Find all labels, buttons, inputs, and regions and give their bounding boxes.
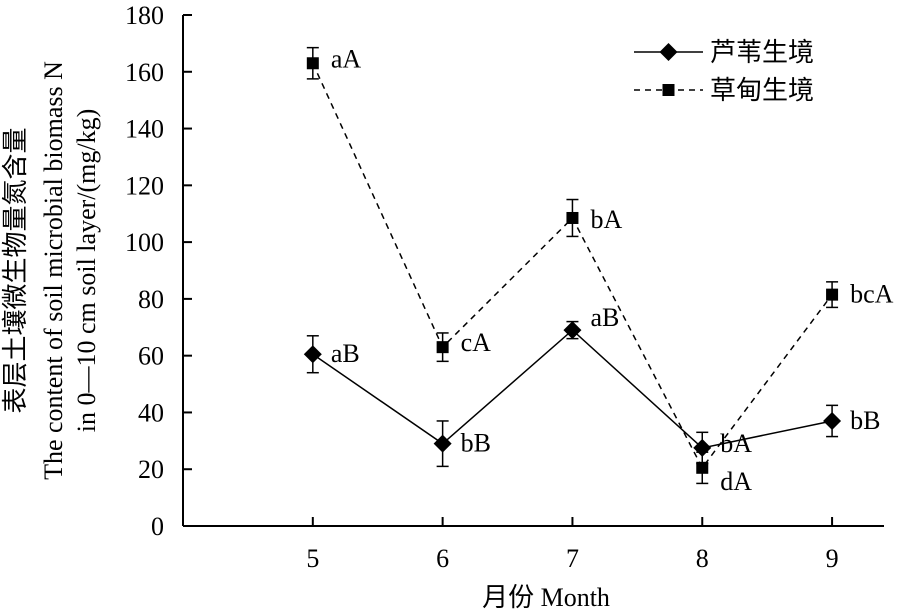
legend-marker [662,84,675,96]
data-label: bA [720,429,752,458]
data-point [566,211,579,224]
series-line [312,329,833,449]
y-axis-title-line: The content of soil microbial biomass N [39,61,68,480]
data-label: aA [331,44,362,73]
y-tick-label: 140 [125,115,164,144]
x-tick-label: 5 [306,544,319,573]
y-axis-title-line: in 0—10 cm soil layer/(mg/kg) [72,109,101,433]
legend-label: 草甸生境 [710,76,814,105]
y-tick-label: 80 [138,285,164,314]
series-2: aA cA bA dA bcA [306,44,894,496]
legend-marker [659,43,678,61]
x-axis-title: 月份 Month [482,583,610,612]
x-tick-label: 8 [696,544,709,573]
data-label: bA [590,205,622,234]
data-label: dA [720,467,752,496]
x-tick-label: 7 [566,544,579,573]
data-point [306,57,319,70]
y-tick-label: 180 [125,1,164,30]
y-tick-label: 100 [125,228,164,257]
data-label: bcA [850,280,894,309]
data-point [696,461,709,474]
y-tick-label: 120 [125,171,164,200]
x-tick-label: 9 [826,544,839,573]
y-axis-title: 表层土壤微生物量氮含量 The content of soil microbial… [1,61,101,480]
legend-label: 芦苇生境 [710,38,814,67]
series-1: aB bB aB bA bB [303,303,880,468]
series-layer: aB bB aB bA bB aA cA bA dA bcA [303,44,894,496]
x-tick-label: 6 [436,544,449,573]
axes: 0 20 40 60 80 100 120 140 160 180 5 6 7 8 9 [125,1,884,573]
y-tick-label: 40 [138,398,164,427]
data-point [433,434,452,453]
data-label: cA [461,328,492,357]
data-label: aB [331,339,360,368]
y-axis-title-line: 表层土壤微生物量氮含量 [1,127,30,413]
data-point [436,341,449,354]
data-point [303,345,322,364]
data-label: bB [850,406,880,435]
y-tick-label: 0 [151,512,164,541]
y-tick-label: 160 [125,58,164,87]
y-tick-label: 60 [138,342,164,371]
data-point [823,411,842,430]
data-label: bB [461,429,491,458]
data-label: aB [590,303,619,332]
data-point [826,288,839,301]
data-point [563,321,582,340]
y-tick-label: 20 [138,455,164,484]
